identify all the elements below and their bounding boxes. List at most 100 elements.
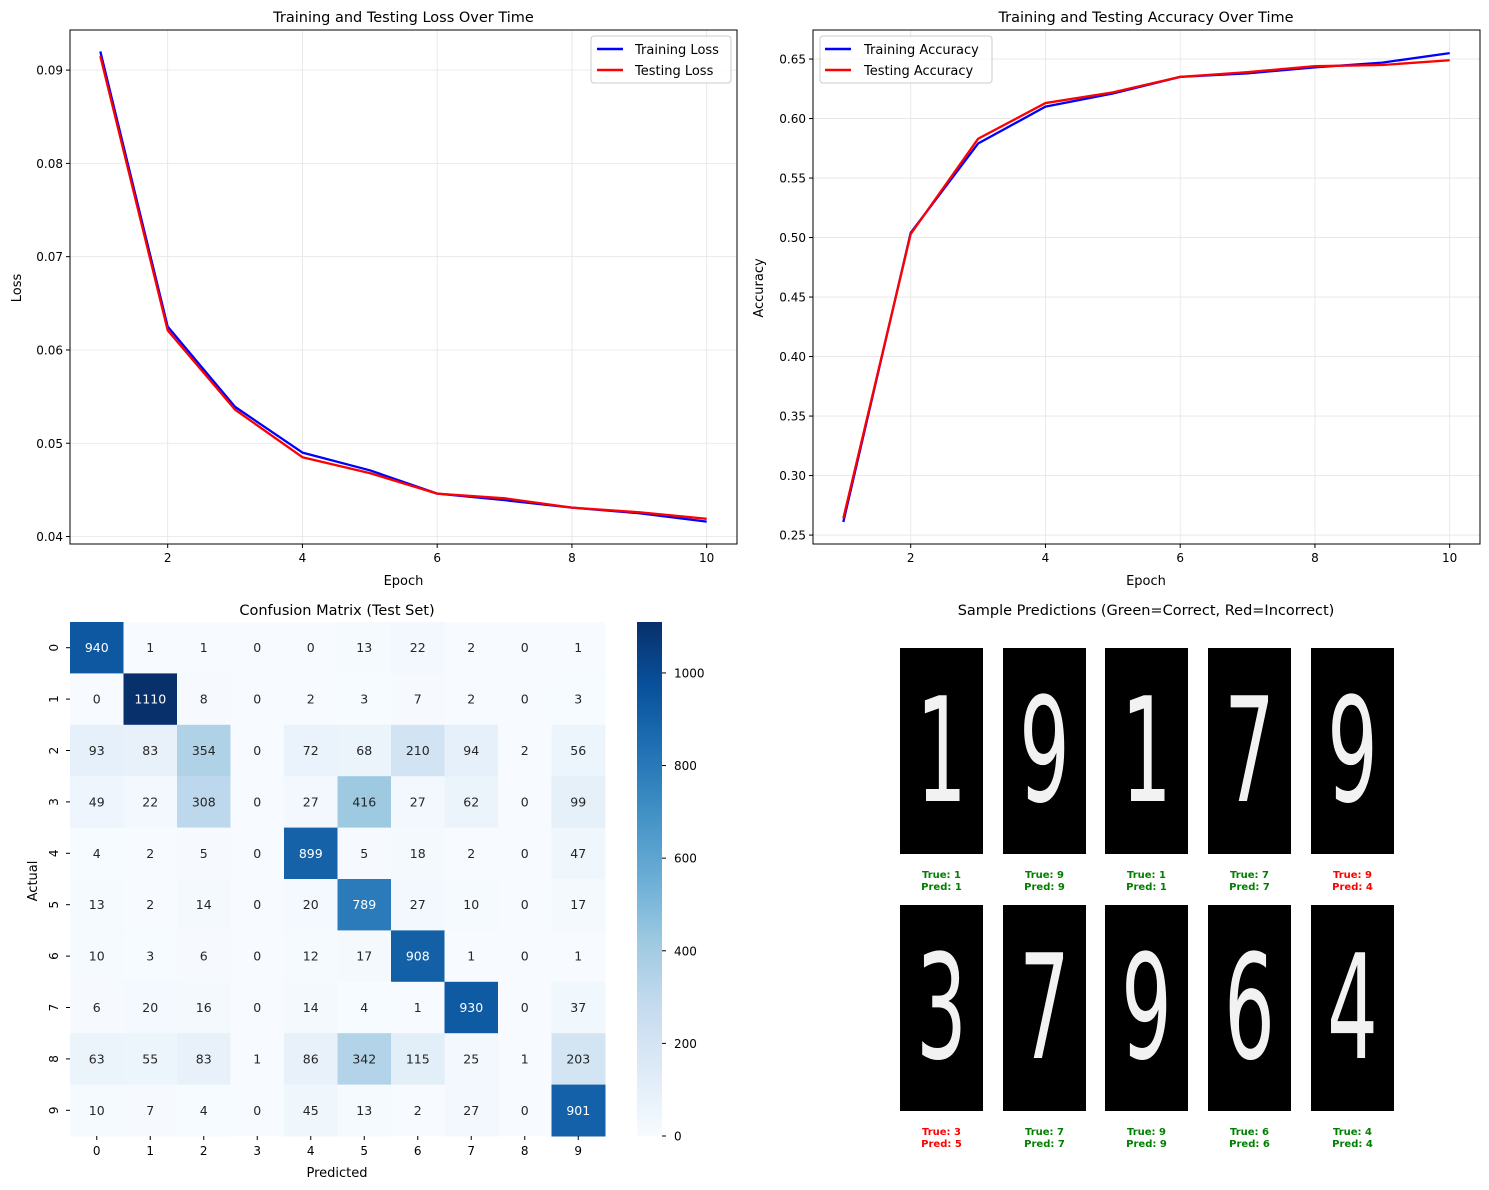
digit-image [1105,648,1188,854]
heatmap-cell [70,930,124,983]
heatmap-cell [230,981,285,1034]
heatmap-cell-label: 10 [89,949,105,964]
y-tick-label: 0.60 [779,112,806,126]
x-tick-label: 4 [299,551,307,565]
loss-chart: Training and Testing Loss Over Time 2 4 6 8… [10,10,738,589]
heatmap-cell-label: 908 [406,949,430,964]
digit-glyph: 7 [1019,923,1070,1093]
heatmap-cell [551,776,606,829]
heatmap-cell [391,1033,445,1086]
series-line-training-accuracy [842,51,1450,523]
legend-label-testing-loss: Testing Loss [634,64,714,79]
heatmap-cell-label: 210 [406,743,430,758]
sample-predictions: Sample Predictions (Green=Correct, Red=I… [900,603,1394,1150]
y-tick-label: 0.50 [779,231,806,245]
digit-glyph: 6 [1224,923,1275,1093]
digit-image [1208,905,1291,1111]
heatmap-cell-label: 49 [89,794,105,809]
heatmap-cell [70,724,124,777]
heatmap-cell [551,981,606,1034]
accuracy-x-axis-label: Epoch [1126,574,1166,589]
true-label: True: 9 [1127,1127,1166,1138]
x-tick-label: 8 [1311,551,1319,565]
heatmap-cell-label: 2 [467,692,475,707]
heatmap-cell-label: 2 [146,897,154,912]
heatmap-cell [284,879,338,931]
heatmap-cell [498,879,552,931]
heatmap-cell-label: 115 [406,1051,430,1066]
heatmap-cell [337,1033,392,1086]
heatmap-cell-label: 27 [410,794,426,809]
heatmap-cell-label: 62 [463,794,479,809]
heatmap-cell [177,1084,231,1137]
heatmap-cell-label: 13 [89,897,105,912]
heatmap-cell-label: 0 [521,794,529,809]
heatmap-cell [551,673,606,726]
x-tick-label: 4 [1042,551,1050,565]
heatmap-cell [498,827,552,880]
heatmap-cell-label: 99 [570,794,586,809]
heatmap-cell-label: 1 [574,640,582,655]
pred-label: Pred: 7 [1024,1139,1065,1150]
heatmap-cell [551,1084,606,1137]
heatmap-cell-label: 47 [570,846,586,861]
heatmap-cell [177,622,231,674]
heatmap-cell [337,930,392,983]
digit-image [1003,905,1086,1111]
heatmap-cell [284,981,338,1034]
x-tick-label: 2 [164,551,172,565]
digit-glyph: 1 [1121,666,1172,836]
heatmap-cell-label: 930 [459,1000,483,1015]
y-tick-label: 9 [47,1106,61,1114]
heatmap-cell-label: 8 [200,692,208,707]
pred-label: Pred: 5 [921,1139,962,1150]
heatmap-cell [391,827,445,880]
heatmap-cell-label: 0 [253,846,261,861]
colorbar-tick-label: 400 [674,944,697,958]
y-tick-label: 3 [47,798,61,806]
heatmap-cell-label: 37 [570,1000,586,1015]
x-tick-label: 6 [414,1144,422,1158]
heatmap-cell [498,724,552,777]
heatmap-cell-label: 25 [463,1051,479,1066]
heatmap-cell [337,879,392,931]
true-label: True: 3 [922,1127,961,1138]
y-tick-label: 0.55 [779,172,806,186]
heatmap-cell [337,827,392,880]
y-tick-label: 0.07 [36,250,63,264]
heatmap-cell-label: 5 [360,846,368,861]
legend-box [590,35,732,84]
heatmap-cell-label: 94 [463,743,479,758]
true-label: True: 6 [1230,1127,1269,1138]
digit-image [1311,648,1394,854]
heatmap-cell-label: 0 [521,692,529,707]
heatmap-cell-label: 7 [414,692,422,707]
heatmap-cell-label: 4 [93,846,101,861]
heatmap-cell-label: 20 [303,897,319,912]
heatmap-cell [123,724,178,777]
heatmap-cell-label: 789 [352,897,376,912]
heatmap-cell-label: 27 [463,1103,479,1118]
heatmap-cell [123,1084,178,1137]
heatmap-cell-label: 0 [253,1000,261,1015]
heatmap-cell-label: 22 [142,794,158,809]
pred-label: Pred: 9 [1126,1139,1167,1150]
heatmap-cell-label: 56 [570,743,586,758]
heatmap-cell [230,827,285,880]
heatmap-cell [284,776,338,829]
heatmap-cell [70,776,124,829]
y-tick-label: 5 [47,901,61,909]
heatmap-cell-label: 3 [146,949,154,964]
pred-label: Pred: 4 [1332,1139,1373,1150]
heatmap-cell-label: 14 [303,1000,319,1015]
heatmap-cell [391,776,445,829]
pred-label: Pred: 1 [921,882,962,893]
accuracy-legend: Training Accuracy Testing Accuracy [819,35,993,84]
heatmap-cell [284,1084,338,1137]
heatmap-cell [498,673,552,726]
x-tick-label: 8 [568,551,576,565]
